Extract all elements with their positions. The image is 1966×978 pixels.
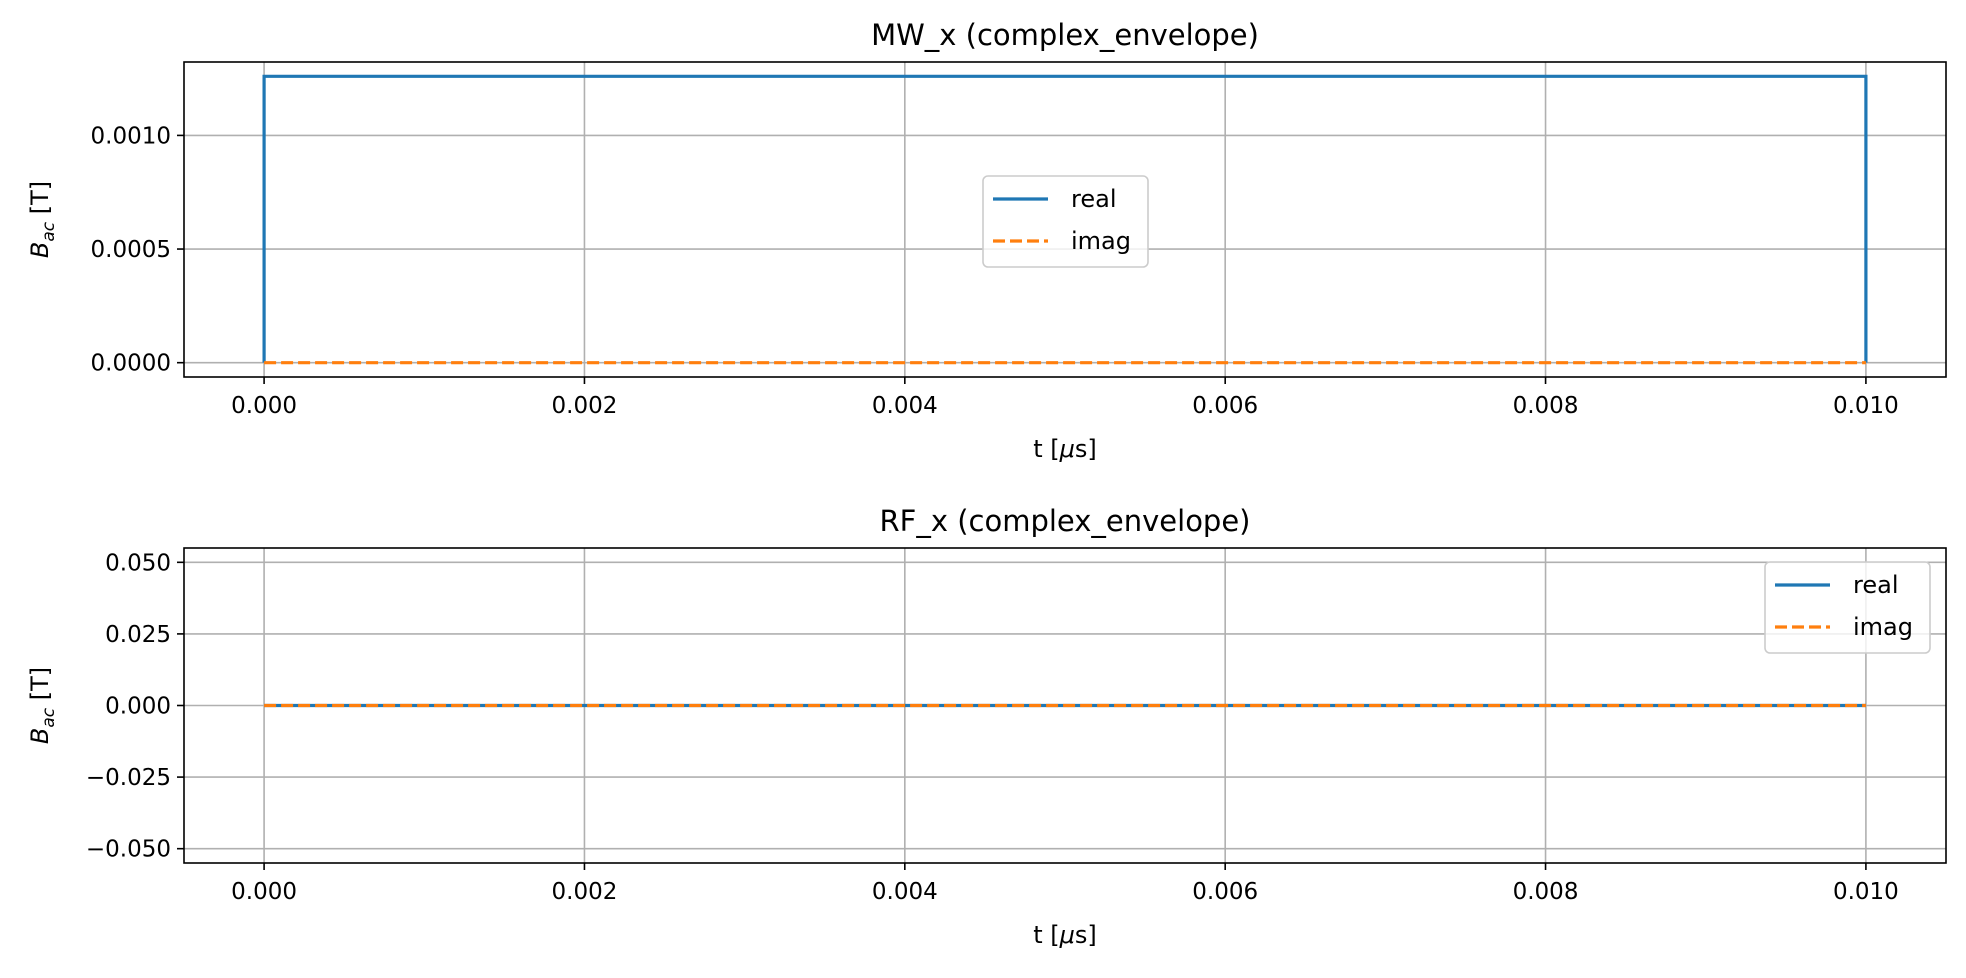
y-axis-label: Bac [T]: [26, 667, 59, 744]
x-tick-label: 0.006: [1192, 879, 1258, 905]
x-axis-label: t [μs]: [1033, 921, 1097, 949]
legend-label-real: real: [1071, 185, 1116, 213]
y-tick-label: 0.050: [105, 550, 171, 576]
x-tick-label: 0.004: [872, 879, 938, 905]
x-axis-label: t [μs]: [1033, 435, 1097, 463]
y-tick-label: 0.0000: [91, 351, 171, 377]
y-tick-label: 0.0005: [91, 237, 171, 263]
legend-label-imag: imag: [1853, 613, 1913, 641]
x-tick-label: 0.002: [552, 393, 618, 419]
legend: real imag: [1764, 561, 1931, 654]
x-tick-label: 0.006: [1192, 393, 1258, 419]
legend: real imag: [982, 175, 1149, 268]
x-tick-label: 0.008: [1513, 879, 1579, 905]
x-tick-label: 0.004: [872, 393, 938, 419]
legend-label-imag: imag: [1071, 227, 1131, 255]
x-tick-label: 0.002: [552, 879, 618, 905]
y-tick-label: −0.025: [86, 765, 171, 791]
x-tick-label: 0.000: [231, 879, 297, 905]
y-tick-label: 0.0010: [91, 123, 171, 149]
x-tick-label: 0.008: [1513, 393, 1579, 419]
chart-title: RF_x (complex_envelope): [879, 504, 1250, 538]
axes-frame: [183, 61, 1947, 378]
x-tick-label: 0.010: [1833, 393, 1899, 419]
series-real-line: [262, 74, 1868, 363]
x-tick-label: 0.000: [231, 393, 297, 419]
chart-1: 0.000 0.002 0.004 0.006 0.008 0.010 0.0000 0.00…: [26, 18, 1947, 463]
y-tick-label: 0.000: [105, 694, 171, 720]
y-axis-label: Bac [T]: [26, 181, 59, 258]
x-tick-label: 0.010: [1833, 879, 1899, 905]
chart-2: 0.000 0.002 0.004 0.006 0.008 0.010 −0.050 −0.0…: [26, 504, 1947, 949]
y-tick-label: 0.025: [105, 622, 171, 648]
chart-title: MW_x (complex_envelope): [871, 18, 1259, 52]
legend-label-real: real: [1853, 571, 1898, 599]
y-tick-label: −0.050: [86, 837, 171, 863]
